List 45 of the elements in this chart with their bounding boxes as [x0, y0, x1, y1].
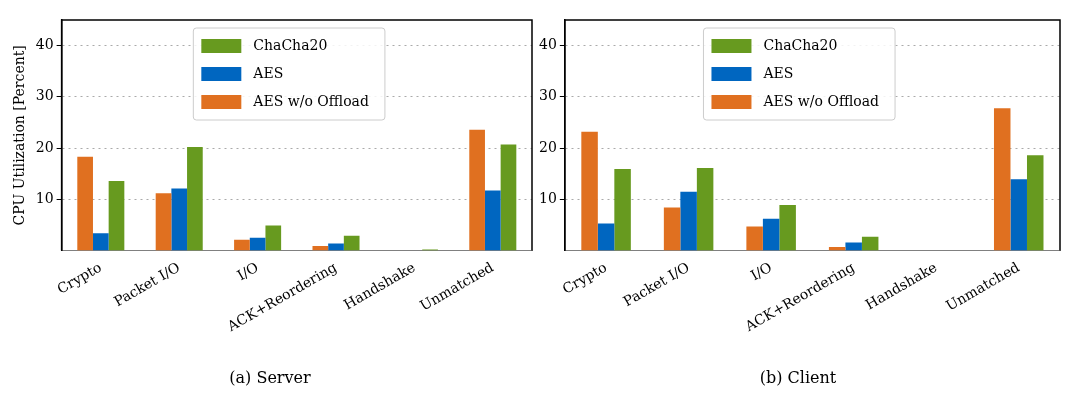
legend-label: ChaCha20: [763, 36, 838, 53]
legend-label: AES w/o Offload: [762, 92, 880, 109]
bar: [155, 193, 172, 251]
bar: [993, 108, 1011, 251]
bar: [187, 147, 203, 251]
bar: [92, 233, 109, 251]
bar: [265, 225, 282, 251]
bar: [614, 169, 631, 251]
bar: [746, 226, 763, 251]
bar: [696, 168, 714, 251]
text: (b) Client: [759, 367, 837, 387]
bar: [484, 190, 501, 251]
bar: [1026, 155, 1044, 251]
legend-label: ChaCha20: [253, 36, 328, 53]
y-tick-label: 40: [538, 36, 557, 53]
y-axis-title: CPU Utilization [Percent]: [11, 45, 28, 226]
bar: [762, 218, 780, 251]
y-tick-label: 20: [35, 138, 54, 155]
bar: [581, 131, 598, 251]
legend-label: AES w/o Offload: [252, 92, 369, 109]
bar: [861, 236, 879, 251]
bar: [500, 144, 517, 251]
bar: [680, 191, 697, 251]
bar: [469, 129, 485, 251]
bar: [343, 235, 360, 251]
y-tick-label: 40: [35, 36, 54, 53]
bar: [1010, 179, 1027, 251]
bar: [108, 180, 125, 251]
bar: [249, 237, 266, 251]
bar: [77, 156, 93, 251]
bar: [779, 204, 796, 251]
legend-label: AES: [252, 64, 284, 81]
text: (a) Server: [229, 367, 312, 387]
bar: [663, 207, 681, 251]
y-tick-label: 10: [538, 189, 557, 206]
y-tick-label: 30: [35, 87, 54, 104]
legend-label: AES: [762, 64, 794, 81]
y-tick-label: 30: [538, 87, 557, 104]
y-tick-label: 20: [538, 138, 557, 155]
bar: [171, 188, 188, 251]
bar: [234, 239, 250, 251]
y-tick-label: 10: [35, 189, 54, 206]
bar: [845, 242, 862, 251]
bar: [597, 223, 615, 251]
bar: [328, 243, 344, 251]
